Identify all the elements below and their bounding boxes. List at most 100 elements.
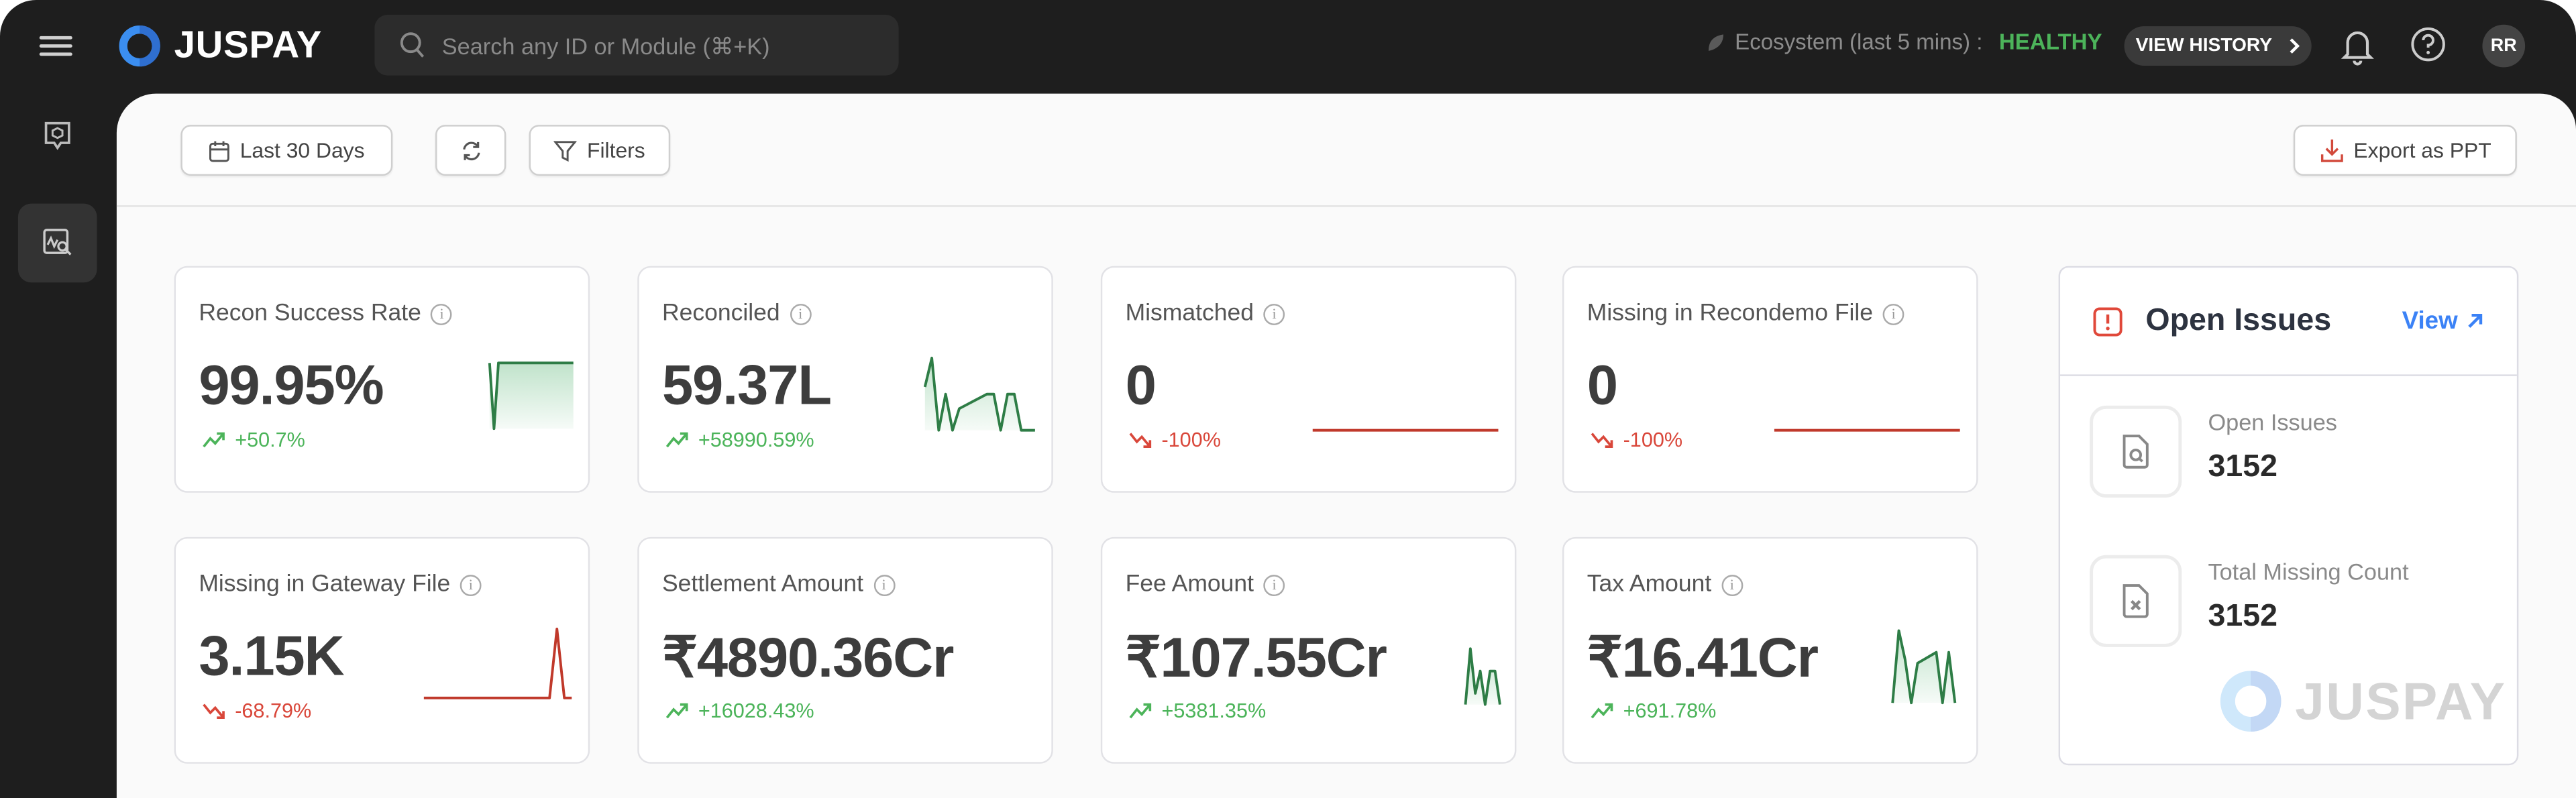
metric-card[interactable]: Recon Success Rate i 99.95% +50.7% (174, 266, 590, 493)
metric-change: -100% (1591, 429, 1682, 451)
filters-button[interactable]: Filters (529, 125, 671, 176)
issue-stat-label: Open Issues (2208, 408, 2337, 435)
metric-change-value: -68.79% (235, 699, 312, 723)
issue-stat-missing: Total Missing Count 3152 (2090, 555, 2409, 647)
info-icon[interactable]: i (790, 302, 812, 325)
sparkline (923, 356, 1035, 432)
help-icon[interactable] (2410, 26, 2447, 62)
info-icon[interactable]: i (431, 302, 453, 325)
metric-value: 59.37L (661, 354, 832, 418)
chevron-right-icon (2290, 38, 2300, 54)
leaf-icon (1708, 34, 1724, 50)
metric-change: +58990.59% (665, 429, 814, 451)
metric-change-value: +691.78% (1623, 699, 1717, 723)
info-icon[interactable]: i (873, 573, 895, 595)
refresh-button[interactable] (435, 125, 506, 176)
trending-down-icon (1591, 433, 1613, 448)
view-issues-link[interactable]: View (2402, 307, 2484, 335)
info-icon[interactable]: i (1721, 573, 1743, 595)
file-search-icon (2123, 435, 2149, 469)
metric-change: +16028.43% (665, 699, 814, 723)
metric-title-text: Missing in Recondemo File (1587, 300, 1874, 327)
metric-title-text: Mismatched (1125, 300, 1254, 327)
trending-up-icon (1129, 703, 1152, 719)
metric-title-text: Recon Success Rate (199, 300, 421, 327)
trending-up-icon (1591, 703, 1613, 719)
issue-icon-box (2090, 555, 2182, 647)
metric-card[interactable]: Mismatched i 0 -100% (1100, 266, 1517, 493)
menu-icon[interactable] (39, 32, 72, 58)
alert-icon (2093, 306, 2123, 336)
sparkline-area (924, 357, 1035, 431)
metric-title-text: Fee Amount (1125, 571, 1254, 598)
metric-title: Tax Amount i (1587, 571, 1743, 597)
sparkline-line (923, 356, 1035, 432)
date-range-button[interactable]: Last 30 Days (180, 125, 393, 176)
info-icon[interactable]: i (1882, 302, 1904, 325)
sparkline-line (1891, 629, 1957, 705)
file-x-icon (2123, 584, 2149, 618)
metric-value: 99.95% (199, 354, 384, 418)
metric-card[interactable]: Tax Amount i ₹16.41Cr +691.78% (1562, 536, 1978, 764)
metric-title-text: Missing in Gateway File (199, 571, 451, 598)
issue-stat-value: 3152 (2208, 450, 2278, 485)
metric-change-value: +16028.43% (698, 699, 814, 723)
sidebar-item-recon-analytics[interactable] (17, 203, 97, 283)
metric-change: -100% (1128, 429, 1221, 452)
metric-change: +691.78% (1591, 699, 1717, 723)
sparkline-line (1464, 647, 1501, 706)
bell-icon[interactable] (2339, 26, 2375, 66)
filter-icon (554, 140, 578, 161)
metric-title-text: Reconciled (661, 300, 780, 327)
metric-card[interactable]: Missing in Gateway File i 3.15K -68.79% (174, 536, 590, 764)
metric-title: Settlement Amount i (662, 571, 895, 597)
juspay-logo-icon (119, 24, 160, 66)
metric-card[interactable]: Settlement Amount i ₹4890.36Cr +16028.43% (637, 536, 1053, 764)
sparkline-line (423, 628, 572, 699)
metric-change-value: -100% (1161, 429, 1221, 452)
trending-down-icon (203, 703, 225, 720)
export-ppt-button[interactable]: Export as PPT (2293, 125, 2517, 176)
metric-value: 0 (1125, 354, 1157, 418)
info-icon[interactable]: i (460, 573, 482, 595)
issue-stat-open: Open Issues 3152 (2090, 405, 2337, 498)
user-avatar[interactable]: RR (2482, 24, 2526, 68)
trending-up-icon (203, 432, 225, 448)
metric-card[interactable]: Fee Amount i ₹107.55Cr +5381.35% (1100, 536, 1517, 764)
metric-card[interactable]: Reconciled i 59.37L +58990.59% (637, 266, 1053, 493)
metric-change-value: +5381.35% (1161, 699, 1267, 723)
metric-card[interactable]: Missing in Recondemo File i 0 -100% (1562, 266, 1978, 493)
sparkline (1891, 629, 1957, 705)
sparkline (488, 361, 574, 431)
search-box[interactable] (374, 15, 899, 76)
issue-icon-box (2090, 405, 2182, 498)
download-icon (2320, 138, 2343, 162)
refresh-icon (462, 141, 480, 160)
view-label: View (2402, 306, 2458, 335)
trending-down-icon (1129, 433, 1152, 448)
metric-value: ₹107.55Cr (1125, 627, 1387, 690)
metric-title: Missing in Gateway File i (199, 571, 482, 598)
juspay-watermark-logo-icon (2220, 671, 2282, 732)
metric-change-value: +50.7% (235, 429, 305, 452)
view-history-button[interactable]: VIEW HISTORY (2124, 26, 2312, 66)
analytics-search-icon (43, 229, 72, 255)
issue-stat-value: 3152 (2208, 599, 2278, 634)
metric-value: 0 (1587, 354, 1618, 418)
sparkline (423, 628, 572, 699)
calendar-icon (209, 140, 230, 162)
metric-title: Reconciled i (661, 300, 812, 327)
metric-title: Fee Amount i (1126, 571, 1285, 597)
search-input[interactable] (441, 32, 869, 58)
arrow-up-right-icon (2468, 314, 2483, 328)
metric-change: +50.7% (202, 429, 305, 451)
info-icon[interactable]: i (1263, 573, 1285, 595)
sidebar-item-modules[interactable] (18, 97, 97, 176)
metric-title: Missing in Recondemo File i (1587, 300, 1904, 327)
info-icon[interactable]: i (1263, 302, 1285, 325)
brand-logo[interactable]: JUSPAY (118, 23, 322, 67)
open-issues-panel: Open Issues View Open Issues 3152 Total M… (2058, 266, 2519, 766)
view-history-label: VIEW HISTORY (2135, 36, 2273, 56)
date-range-label: Last 30 Days (239, 137, 365, 163)
ecosystem-label: Ecosystem (last 5 mins) : (1735, 30, 1983, 54)
